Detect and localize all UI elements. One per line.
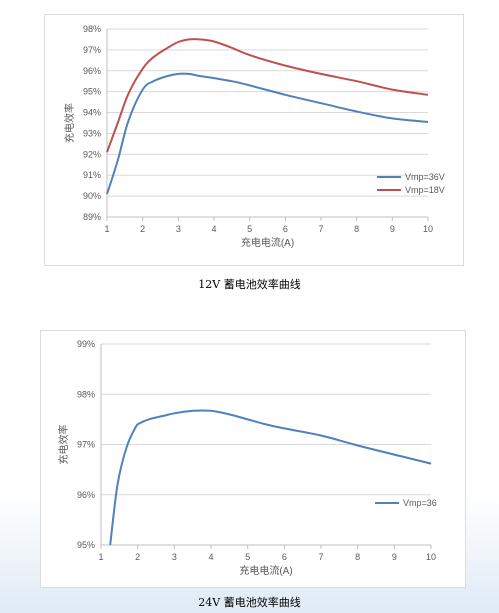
x-tick-label: 4 [208, 552, 213, 562]
x-tick-label: 6 [283, 224, 288, 234]
x-tick-label: 1 [98, 552, 103, 562]
x-tick-label: 6 [282, 552, 287, 562]
x-axis-title: 充电电流(A) [239, 564, 292, 577]
x-tick-label: 2 [140, 224, 145, 234]
y-tick-label: 93% [83, 128, 101, 138]
x-tick-label: 5 [247, 224, 252, 234]
y-tick-label: 97% [77, 440, 95, 450]
y-tick-label: 92% [83, 149, 101, 159]
chart-panel-24v: 95% 96% 97% 98% 99% 1 2 3 4 5 6 7 8 9 10 充电电流(A) 充电效率 Vmp… [40, 330, 466, 588]
x-tick-label: 8 [355, 552, 360, 562]
y-tick-label: 96% [77, 490, 95, 500]
x-tick-label: 9 [392, 552, 397, 562]
y-tick-label: 95% [77, 540, 95, 550]
x-tick-label: 7 [318, 552, 323, 562]
x-tick-label: 9 [390, 224, 395, 234]
x-tick-label: 2 [135, 552, 140, 562]
y-tick-label: 94% [83, 108, 101, 118]
chart-12v: 89% 90% 91% 92% 93% 94% 95% 96% 97% 98% 1 2 3 4 5 6 7 8 9 1… [63, 24, 445, 249]
x-tick-label: 3 [172, 552, 177, 562]
series-line-vmp-36v [106, 72, 429, 195]
y-axis-title: 充电效率 [57, 425, 70, 465]
x-axis-title: 充电电流(A) [241, 236, 294, 249]
y-axis-title: 充电效率 [63, 103, 76, 143]
chart-caption-24v: 24V 蓄电池效率曲线 [198, 596, 301, 609]
y-tick-label: 89% [83, 212, 101, 222]
legend-label: Vmp=36 [403, 498, 437, 508]
series-line-vmp-18v [106, 38, 429, 153]
series-line-vmp-36 [109, 409, 432, 546]
y-tick-label: 98% [83, 24, 101, 34]
y-tick-label: 95% [83, 87, 101, 97]
x-tick-label: 5 [245, 552, 250, 562]
x-tick-label: 7 [318, 224, 323, 234]
x-tick-label: 8 [354, 224, 359, 234]
chart-24v: 95% 96% 97% 98% 99% 1 2 3 4 5 6 7 8 9 10 充电电流(A) 充电效率 Vmp… [57, 339, 437, 577]
chart-caption-12v: 12V 蓄电池效率曲线 [198, 278, 301, 291]
x-tick-label: 4 [211, 224, 216, 234]
y-tick-label: 90% [83, 191, 101, 201]
chart-panel-12v: 89% 90% 91% 92% 93% 94% 95% 96% 97% 98% 1 2 3 4 5 6 7 8 9 1… [44, 14, 464, 266]
x-tick-label: 10 [423, 224, 433, 234]
y-tick-label: 97% [83, 45, 101, 55]
y-tick-label: 98% [77, 389, 95, 399]
legend-label: Vmp=36V [405, 172, 445, 182]
x-tick-label: 3 [176, 224, 181, 234]
y-tick-label: 99% [77, 339, 95, 349]
legend-label: Vmp=18V [405, 185, 445, 195]
y-tick-label: 91% [83, 170, 101, 180]
y-tick-label: 96% [83, 66, 101, 76]
x-tick-label: 10 [426, 552, 436, 562]
x-tick-label: 1 [104, 224, 109, 234]
